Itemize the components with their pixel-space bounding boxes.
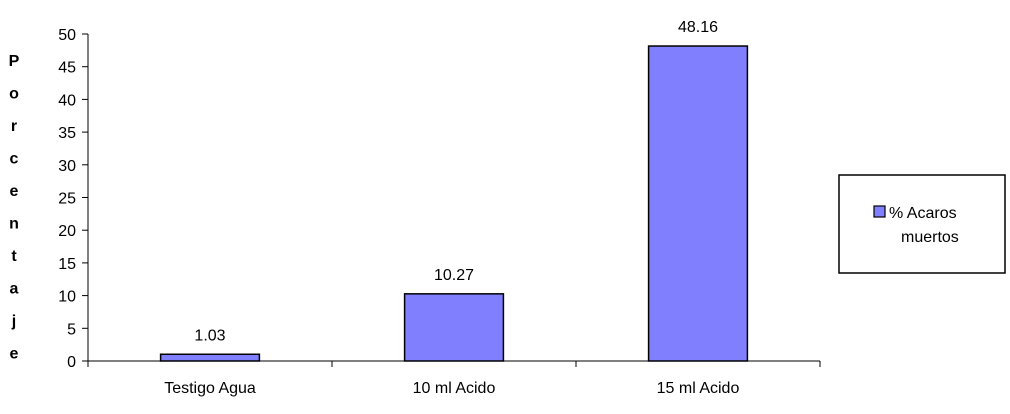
data-label: 10.27 xyxy=(434,267,474,284)
y-tick-label: 30 xyxy=(58,158,76,175)
y-axis-label-letter: j xyxy=(11,313,16,330)
x-tick-label: 15 ml Acido xyxy=(657,380,740,397)
bars-group xyxy=(159,45,749,362)
bar xyxy=(647,45,749,362)
x-axis: Testigo Agua 10 ml Acido 15 ml Acido xyxy=(87,360,821,397)
y-axis-label-letter: a xyxy=(10,281,19,298)
data-label: 48.16 xyxy=(678,19,718,36)
x-tick-label: 10 ml Acido xyxy=(413,380,496,397)
y-axis-label-letter: r xyxy=(11,118,17,135)
y-axis: 0 5 10 15 20 25 30 35 40 45 50 xyxy=(58,27,89,371)
data-labels-group: 1.03 10.27 48.16 xyxy=(194,19,718,344)
y-axis-label-letter: e xyxy=(10,183,19,200)
y-axis-label-letter: o xyxy=(9,86,19,103)
y-tick-label: 15 xyxy=(58,256,76,273)
legend-box xyxy=(838,174,1006,274)
legend: % Acaros muertos xyxy=(838,174,1006,274)
y-tick-label: 5 xyxy=(67,321,76,338)
y-tick-label: 25 xyxy=(58,191,76,208)
legend-label-line: % Acaros xyxy=(889,205,957,222)
legend-label-line: muertos xyxy=(901,229,959,246)
y-axis-label-letter: n xyxy=(9,216,19,233)
data-label: 1.03 xyxy=(194,327,225,344)
y-axis-label-letter: c xyxy=(10,151,19,168)
y-tick-label: 35 xyxy=(58,125,76,142)
y-tick-label: 40 xyxy=(58,92,76,109)
y-axis-label-letter: t xyxy=(11,248,17,265)
y-tick-label: 10 xyxy=(58,289,76,306)
y-tick-label: 0 xyxy=(67,354,76,371)
y-tick-label: 20 xyxy=(58,223,76,240)
legend-swatch xyxy=(873,205,886,218)
y-tick-label: 50 xyxy=(58,27,76,44)
y-axis-label-letter: P xyxy=(9,53,20,70)
y-axis-label-letter: e xyxy=(10,346,19,363)
x-tick-label: Testigo Agua xyxy=(164,380,256,397)
bar xyxy=(403,293,505,362)
y-tick-label: 45 xyxy=(58,60,76,77)
bar xyxy=(159,353,261,362)
